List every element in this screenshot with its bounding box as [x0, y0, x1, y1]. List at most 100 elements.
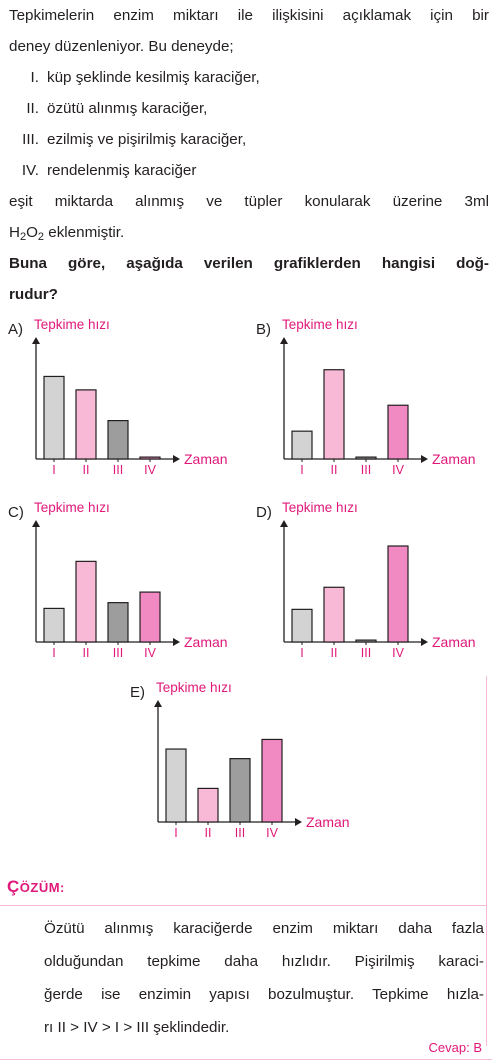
chart-option-a: A) Tepkime hızı Zaman I II III IV — [8, 313, 244, 477]
x-axis-arrow — [295, 818, 302, 826]
list-item: IV. rendelenmiş karaciğer — [9, 155, 197, 186]
y-axis-label: Tepkime hızı — [34, 317, 110, 332]
bar-III — [229, 758, 251, 823]
tick-label: II — [83, 646, 90, 660]
bar-I — [291, 430, 313, 460]
body-line-2-rest: eklenmiştir. — [44, 224, 125, 241]
solution-line: olduğundan tepkime daha hızlıdır. Pişiri… — [44, 953, 484, 970]
list-item: I. küp şeklinde kesilmiş karaciğer, — [9, 62, 260, 93]
option-letter: C) — [8, 504, 24, 521]
item-number: IV. — [21, 162, 39, 179]
solution-line: ğerde ise enzimin yapısı bozulmuştur. Te… — [44, 986, 484, 1003]
formula-sub-2: 2 — [19, 231, 27, 243]
solution-title-initial: Ç — [7, 877, 20, 896]
tick-label: II — [331, 646, 338, 660]
bar-IV — [139, 591, 161, 643]
tick-label: II — [331, 463, 338, 477]
x-axis-arrow — [173, 638, 180, 646]
tick-label: IV — [392, 646, 404, 660]
y-axis-arrow — [280, 337, 288, 344]
tick-label: II — [83, 463, 90, 477]
item-number: I. — [30, 69, 39, 86]
bar-IV — [261, 738, 283, 823]
option-letter: E) — [130, 684, 145, 701]
y-axis-label: Tepkime hızı — [34, 500, 110, 515]
tick-label: III — [361, 646, 371, 660]
bar-IV — [387, 404, 409, 460]
bar-I — [165, 748, 187, 823]
item-text: özütü alınmış karaciğer, — [47, 100, 208, 117]
tick-label: II — [205, 826, 212, 840]
bar-III — [355, 639, 377, 643]
formula-h: H — [9, 224, 20, 241]
solution-line: rı II > IV > I > III şeklindedir. — [44, 1019, 230, 1036]
x-axis-label: Zaman — [306, 814, 350, 830]
tick-label: III — [361, 463, 371, 477]
tick-label: III — [113, 646, 123, 660]
x-axis-label: Zaman — [432, 451, 476, 467]
bar-II — [75, 560, 97, 643]
chart-option-c: C) Tepkime hızı Zaman I II III IV — [8, 496, 244, 660]
intro-line-2: deney düzenleniyor. Bu deneyde; — [9, 38, 234, 55]
question-body: eşit miktarda alınmış ve tüpler konulara… — [9, 186, 489, 310]
bar-II — [75, 389, 97, 460]
tick-label: IV — [144, 463, 156, 477]
x-axis-label: Zaman — [432, 634, 476, 650]
solution-title-rest: ÖZÜM: — [19, 880, 65, 895]
option-letter: D) — [256, 504, 272, 521]
x-axis-label: Zaman — [184, 451, 228, 467]
y-axis-label: Tepkime hızı — [282, 317, 358, 332]
tick-label: I — [300, 463, 303, 477]
tick-label: I — [52, 646, 55, 660]
tick-label: I — [300, 646, 303, 660]
bar-IV — [387, 545, 409, 643]
bar-I — [43, 375, 65, 460]
y-axis-arrow — [32, 520, 40, 527]
formula-o: O — [26, 224, 38, 241]
chart-option-e: E) Tepkime hızı Zaman I II III IV — [130, 676, 366, 840]
item-text: küp şeklinde kesilmiş karaciğer, — [47, 69, 260, 86]
bar-II — [323, 586, 345, 643]
y-axis-label: Tepkime hızı — [156, 680, 232, 695]
question-block: Tepkimelerin enzim miktarı ile ilişkisin… — [9, 0, 489, 62]
tick-label: I — [52, 463, 55, 477]
bar-III — [355, 456, 377, 460]
bar-III — [107, 419, 129, 460]
x-axis-arrow — [421, 638, 428, 646]
item-text: rendelenmiş karaciğer — [47, 162, 197, 179]
bar-I — [291, 608, 313, 643]
tick-label: IV — [266, 826, 278, 840]
bar-IV — [139, 456, 161, 460]
solution-text: Özütü alınmış karaciğerde enzim miktarı … — [44, 912, 484, 1044]
item-text: ezilmiş ve pişirilmiş karaciğer, — [47, 131, 247, 148]
y-axis-arrow — [280, 520, 288, 527]
x-axis-arrow — [173, 455, 180, 463]
chart-option-b: B) Tepkime hızı Zaman I II III IV — [256, 313, 492, 477]
option-letter: B) — [256, 321, 271, 338]
intro-line-1: Tepkimelerin enzim miktarı ile ilişkisin… — [9, 7, 489, 24]
x-axis-arrow — [421, 455, 428, 463]
solution-divider — [0, 905, 486, 906]
item-number: III. — [22, 131, 39, 148]
prompt-line-2: rudur? — [9, 286, 58, 303]
bar-III — [107, 602, 129, 643]
item-number: II. — [26, 100, 39, 117]
bar-II — [197, 787, 219, 823]
body-line-1: eşit miktarda alınmış ve tüpler konulara… — [9, 193, 489, 210]
answer-label: Cevap: B — [428, 1040, 482, 1055]
chart-option-d: D) Tepkime hızı Zaman I II III IV — [256, 496, 492, 660]
formula-sub-2: 2 — [37, 231, 45, 243]
solution-line: Özütü alınmış karaciğerde enzim miktarı … — [44, 920, 484, 937]
y-axis-arrow — [154, 700, 162, 707]
tick-label: III — [235, 826, 245, 840]
bar-I — [43, 607, 65, 643]
solution-divider-vertical — [486, 676, 487, 1046]
bottom-divider — [0, 1059, 492, 1060]
tick-label: III — [113, 463, 123, 477]
y-axis-arrow — [32, 337, 40, 344]
